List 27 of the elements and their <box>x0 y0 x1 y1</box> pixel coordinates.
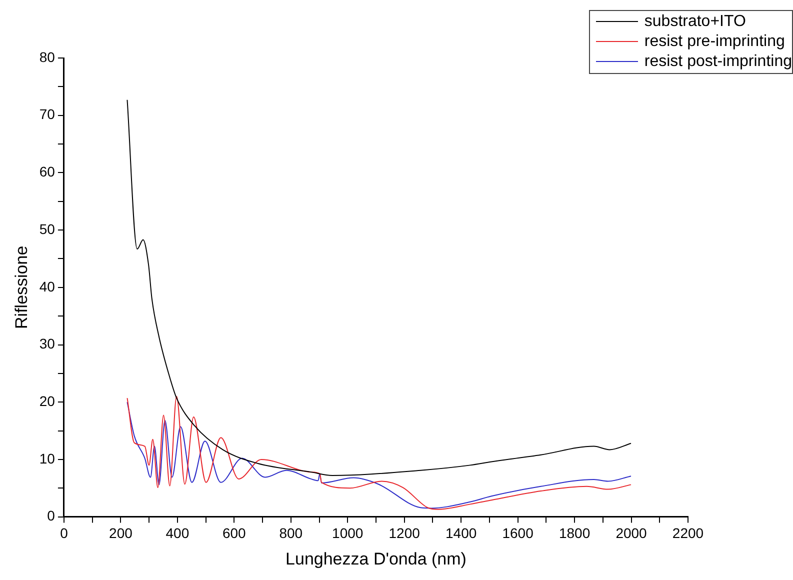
x-tick-label: 1600 <box>502 525 534 542</box>
y-tick-label: 70 <box>39 106 56 122</box>
y-tick-label: 0 <box>47 508 56 524</box>
x-tick-label: 1400 <box>446 525 477 542</box>
y-tick-label: 50 <box>39 220 56 237</box>
x-tick-label: 1000 <box>332 525 364 542</box>
x-tick-label: 200 <box>109 525 133 542</box>
x-tick-label: 2000 <box>616 525 648 542</box>
x-tick-label: 800 <box>279 525 303 542</box>
legend-label: substrato+ITO <box>644 13 746 30</box>
legend-label: resist post-imprinting <box>644 53 792 70</box>
y-axis-title: Riflessione <box>12 246 31 329</box>
x-tick-label: 600 <box>222 525 246 542</box>
x-tick-label: 1200 <box>388 525 420 542</box>
legend-label: resist pre-imprinting <box>644 33 785 50</box>
x-tick-label: 1800 <box>558 525 590 542</box>
y-tick-label: 20 <box>39 392 56 409</box>
x-tick-label: 2200 <box>672 525 704 542</box>
y-tick-label: 40 <box>39 278 56 294</box>
x-axis-title: Lunghezza D'onda (nm) <box>286 549 466 568</box>
line-series <box>126 99 632 476</box>
y-tick-label: 30 <box>39 336 56 352</box>
y-tick-label: 60 <box>39 164 56 180</box>
x-tick-label: 400 <box>166 525 190 542</box>
y-tick-label: 80 <box>39 48 56 65</box>
y-tick-label: 10 <box>39 450 56 466</box>
x-tick-label: 0 <box>60 525 68 542</box>
